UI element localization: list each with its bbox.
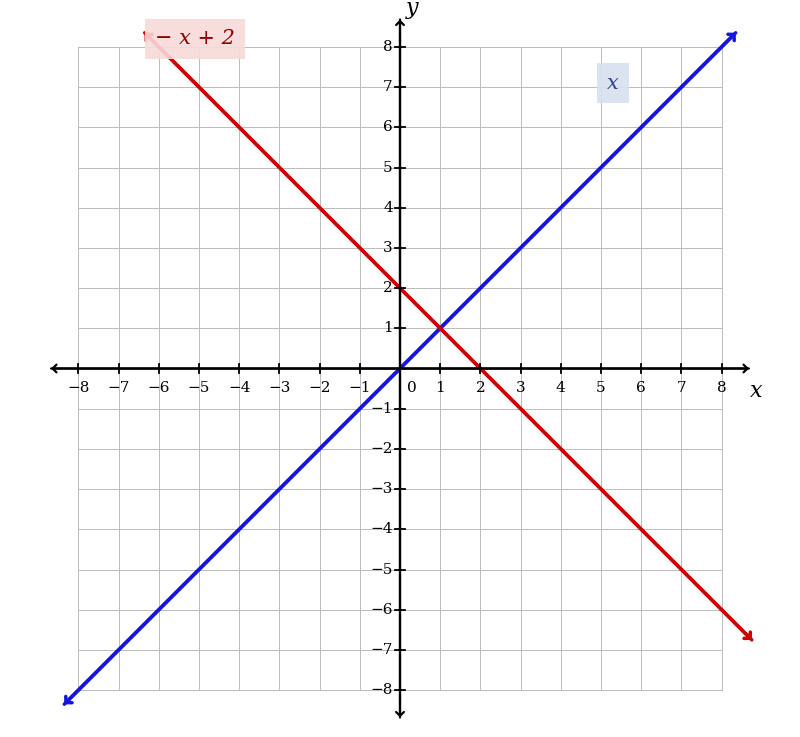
- Text: 6: 6: [383, 120, 393, 134]
- Text: −5: −5: [370, 562, 393, 576]
- Text: 5: 5: [383, 161, 393, 175]
- Text: −1: −1: [349, 381, 371, 395]
- Text: 0: 0: [407, 381, 417, 395]
- Text: 4: 4: [556, 381, 566, 395]
- Text: 7: 7: [677, 381, 686, 395]
- Text: − x + 2: − x + 2: [155, 29, 235, 49]
- Text: 1: 1: [383, 321, 393, 335]
- Text: x: x: [607, 74, 619, 93]
- Text: −6: −6: [370, 603, 393, 617]
- Text: −8: −8: [67, 381, 90, 395]
- Text: 3: 3: [516, 381, 526, 395]
- Text: −5: −5: [188, 381, 210, 395]
- Text: −3: −3: [370, 482, 393, 496]
- Text: 5: 5: [596, 381, 606, 395]
- Text: 4: 4: [383, 200, 393, 214]
- Text: 8: 8: [383, 40, 393, 54]
- Text: 1: 1: [435, 381, 445, 395]
- Text: −7: −7: [370, 643, 393, 657]
- Text: 2: 2: [475, 381, 486, 395]
- Text: −1: −1: [370, 402, 393, 416]
- Text: −3: −3: [268, 381, 290, 395]
- Text: 8: 8: [717, 381, 726, 395]
- Text: 3: 3: [383, 241, 393, 255]
- Text: 7: 7: [383, 80, 393, 94]
- Text: x: x: [750, 380, 762, 402]
- Text: −4: −4: [228, 381, 250, 395]
- Text: y: y: [406, 0, 418, 18]
- Text: −4: −4: [370, 523, 393, 537]
- Text: −2: −2: [308, 381, 331, 395]
- Text: −7: −7: [107, 381, 130, 395]
- Text: −2: −2: [370, 442, 393, 456]
- Text: 6: 6: [636, 381, 646, 395]
- Text: 2: 2: [383, 281, 393, 295]
- Text: −8: −8: [370, 683, 393, 697]
- Text: −6: −6: [147, 381, 170, 395]
